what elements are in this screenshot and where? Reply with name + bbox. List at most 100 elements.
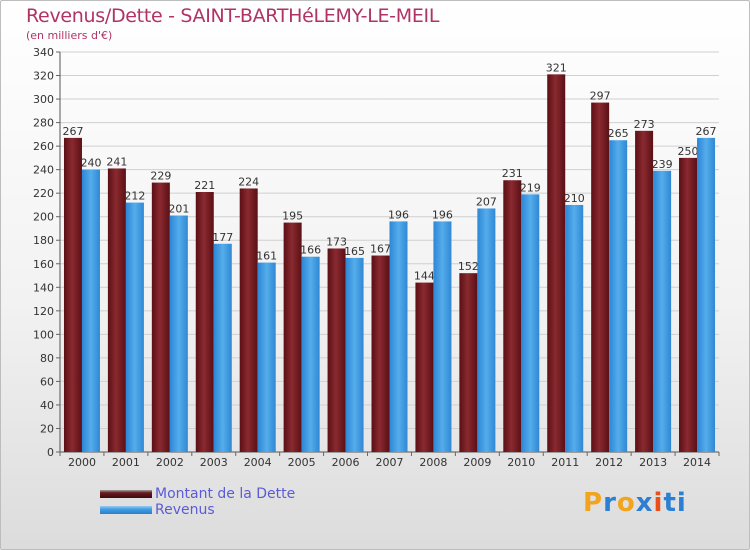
y-tick-label: 80 <box>40 352 54 365</box>
data-label-revenus: 267 <box>696 125 717 138</box>
data-label-revenus: 196 <box>388 208 409 221</box>
x-tick-label: 2004 <box>244 456 272 469</box>
data-label-dette: 250 <box>678 145 699 158</box>
bar-dette <box>63 137 82 452</box>
bar-dette <box>679 157 698 452</box>
bar-dette <box>415 282 434 452</box>
bar-dette <box>503 180 522 452</box>
data-label-dette: 297 <box>590 90 611 103</box>
logo-letter: o <box>616 488 636 518</box>
bar-revenus <box>257 262 276 452</box>
bar-revenus <box>345 257 364 452</box>
y-tick-label: 180 <box>33 234 54 247</box>
bar-revenus <box>521 194 540 452</box>
y-tick-label: 200 <box>33 211 54 224</box>
x-tick-label: 2008 <box>419 456 447 469</box>
legend-label-revenus: Revenus <box>155 502 215 518</box>
y-tick-label: 340 <box>33 46 54 59</box>
y-tick-label: 60 <box>40 375 54 388</box>
x-tick-label: 2012 <box>595 456 623 469</box>
bar-revenus <box>433 221 452 452</box>
y-tick-label: 220 <box>33 187 54 200</box>
y-tick-label: 120 <box>33 305 54 318</box>
logo-letter: i <box>676 488 687 518</box>
data-label-revenus: 240 <box>80 157 101 170</box>
proxiti-logo: Proxiti <box>583 488 687 518</box>
x-tick-label: 2009 <box>463 456 491 469</box>
data-label-dette: 144 <box>414 270 435 283</box>
bar-revenus <box>477 208 496 452</box>
data-label-dette: 231 <box>502 167 523 180</box>
legend-swatch-dette <box>100 490 152 498</box>
y-tick-label: 300 <box>33 93 54 106</box>
x-tick-label: 2000 <box>68 456 96 469</box>
logo-letter: x <box>635 488 654 518</box>
x-tick-label: 2006 <box>332 456 360 469</box>
legend-label-dette: Montant de la Dette <box>155 486 296 502</box>
bar-dette <box>591 102 610 453</box>
y-tick-label: 100 <box>33 328 54 341</box>
data-label-revenus: 177 <box>212 231 233 244</box>
data-label-revenus: 207 <box>476 195 497 208</box>
bar-revenus <box>169 215 188 452</box>
data-label-dette: 273 <box>634 118 655 131</box>
bar-dette <box>635 130 654 452</box>
legend-swatch-revenus <box>100 506 152 514</box>
data-label-revenus: 265 <box>608 127 629 140</box>
chart-subtitle: (en milliers d'€) <box>26 29 113 42</box>
bar-revenus <box>389 221 408 452</box>
x-tick-label: 2007 <box>376 456 404 469</box>
bar-revenus <box>609 140 628 452</box>
bar-dette <box>107 168 126 452</box>
bar-dette <box>327 248 346 452</box>
y-tick-label: 260 <box>33 140 54 153</box>
bar-dette <box>459 273 478 452</box>
data-label-dette: 173 <box>326 235 347 248</box>
bar-dette <box>547 74 566 453</box>
x-tick-label: 2002 <box>156 456 184 469</box>
data-label-revenus: 219 <box>520 181 541 194</box>
x-tick-label: 2003 <box>200 456 228 469</box>
bar-revenus <box>653 170 672 452</box>
y-tick-label: 140 <box>33 281 54 294</box>
bar-dette <box>283 222 302 452</box>
x-tick-label: 2005 <box>288 456 316 469</box>
y-tick-label: 20 <box>40 422 54 435</box>
y-tick-label: 160 <box>33 258 54 271</box>
data-label-dette: 152 <box>458 260 479 273</box>
bar-revenus <box>301 256 320 452</box>
data-label-revenus: 161 <box>256 250 277 263</box>
data-label-revenus: 212 <box>124 190 145 203</box>
chart-title: Revenus/Dette - SAINT-BARTHéLEMY-LE-MEIL <box>26 5 440 27</box>
bar-revenus <box>81 169 100 452</box>
y-tick-label: 280 <box>33 117 54 130</box>
data-label-revenus: 166 <box>300 244 321 257</box>
data-label-dette: 221 <box>194 179 215 192</box>
y-tick-label: 40 <box>40 399 54 412</box>
bar-revenus <box>565 204 584 452</box>
x-tick-label: 2001 <box>112 456 140 469</box>
bar-dette <box>151 182 170 452</box>
bar-dette <box>195 192 214 452</box>
logo-letter: i <box>653 488 664 518</box>
bar-dette <box>371 255 390 452</box>
data-label-dette: 167 <box>370 243 391 256</box>
data-label-dette: 267 <box>62 125 83 138</box>
x-tick-label: 2010 <box>507 456 535 469</box>
data-label-dette: 229 <box>150 170 171 183</box>
logo-letter: t <box>663 488 677 518</box>
data-label-dette: 195 <box>282 210 303 223</box>
data-label-dette: 241 <box>106 155 127 168</box>
data-label-revenus: 196 <box>432 208 453 221</box>
logo-letter: r <box>603 488 617 518</box>
bar-dette <box>239 188 258 452</box>
bar-revenus <box>125 202 144 452</box>
data-label-revenus: 239 <box>652 158 673 171</box>
x-tick-label: 2014 <box>683 456 711 469</box>
data-label-revenus: 210 <box>564 192 585 205</box>
data-label-revenus: 201 <box>168 203 189 216</box>
data-label-dette: 321 <box>546 61 567 74</box>
y-tick-label: 0 <box>47 446 54 459</box>
x-tick-label: 2013 <box>639 456 667 469</box>
